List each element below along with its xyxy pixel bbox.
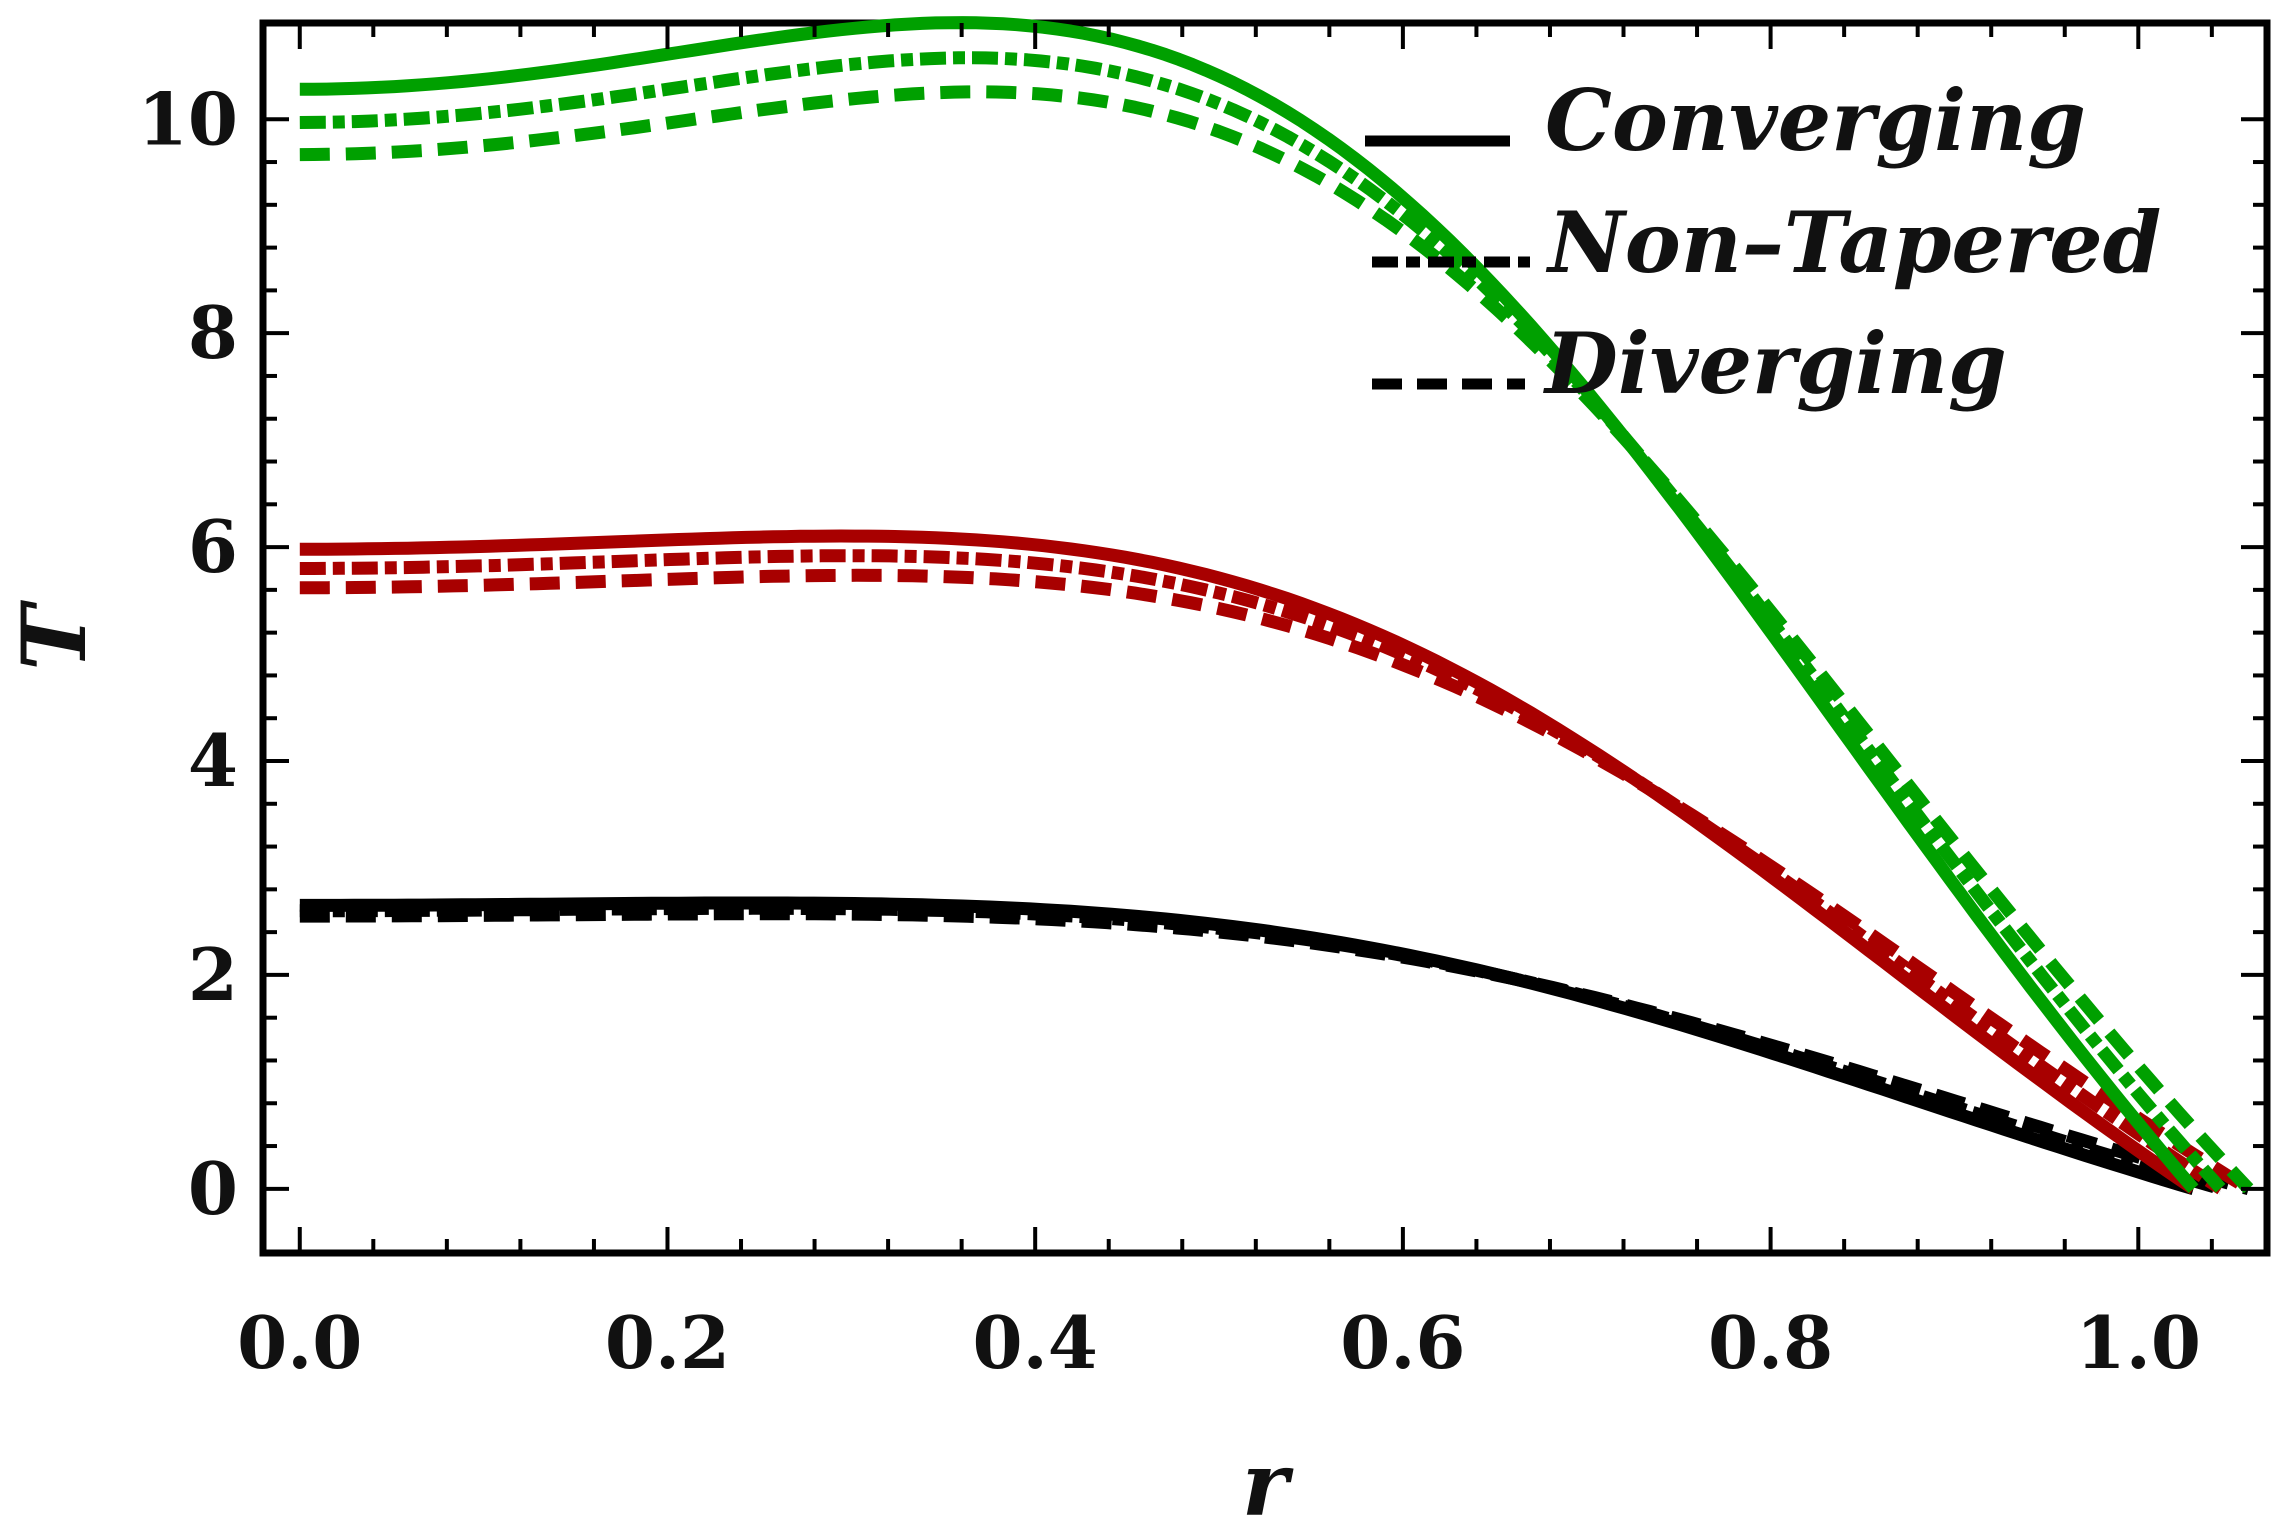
x-tick-label: 1.0 <box>2076 1300 2201 1385</box>
x-tick-label: 0.2 <box>605 1300 730 1385</box>
y-tick-label: 6 <box>188 504 238 589</box>
series-line-4 <box>299 529 2198 1195</box>
y-tick-label: 10 <box>138 76 238 161</box>
plot-frame <box>259 19 2271 1257</box>
series-group <box>299 16 2254 1196</box>
x-tick-label: 0.6 <box>1340 1300 1465 1385</box>
legend: Converging Non–Tapered Diverging <box>1365 71 2161 413</box>
series-line-6 <box>299 568 2253 1195</box>
x-tick-label: 0.4 <box>973 1300 1098 1385</box>
y-tick-label: 0 <box>188 1146 238 1231</box>
tick-group <box>263 23 2267 1253</box>
series-line-3 <box>299 907 2251 1196</box>
y-tick-label: 8 <box>188 290 238 375</box>
legend-label-converging: Converging <box>1545 71 2086 170</box>
series-line-5 <box>299 549 2225 1195</box>
tick-label-group: 0.0 0.2 0.4 0.6 0.8 1.0 0 2 4 6 8 10 <box>138 76 2201 1385</box>
x-tick-label: 0.8 <box>1708 1300 1833 1385</box>
series-line-8 <box>299 51 2226 1194</box>
series-line-9 <box>299 85 2254 1194</box>
y-tick-label: 2 <box>188 932 238 1017</box>
y-axis-label: T <box>2 600 106 671</box>
y-tick-label: 4 <box>188 718 238 803</box>
legend-label-non-tapered: Non–Tapered <box>1545 193 2161 292</box>
x-axis-label: r <box>1242 1432 1294 1536</box>
x-tick-label: 0.0 <box>237 1300 362 1385</box>
legend-label-diverging: Diverging <box>1543 314 2007 413</box>
series-line-7 <box>299 16 2199 1194</box>
